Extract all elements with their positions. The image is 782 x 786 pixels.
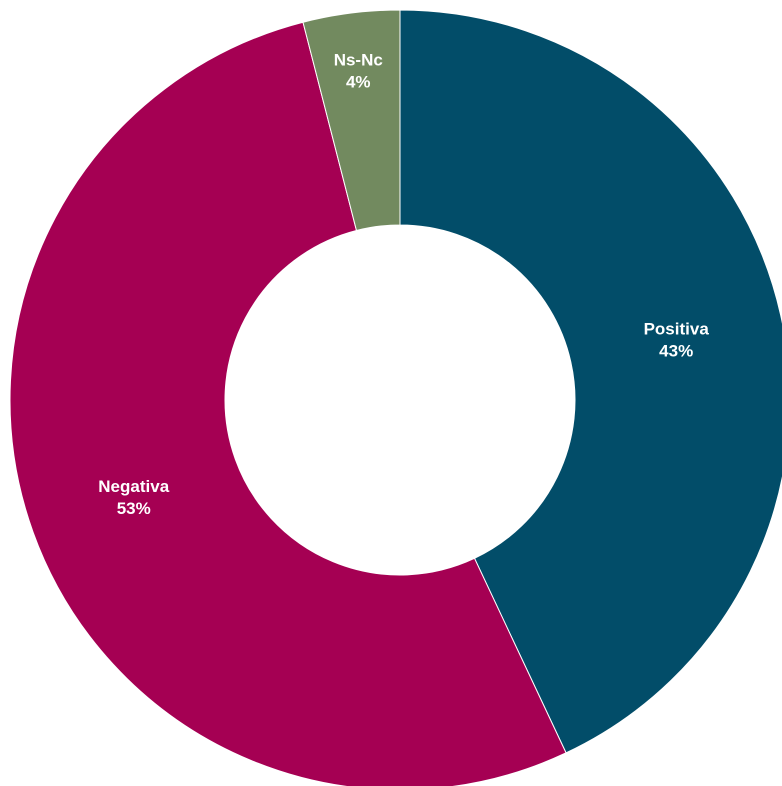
slice-label-ns-nc: Ns-Nc 4% [334,51,383,92]
slice-labels: Positiva 43% Negativa 53% Ns-Nc 4% [98,51,709,518]
slice-value-label: 43% [659,341,693,360]
donut-slices [9,9,782,786]
slice-value-label: 53% [117,499,151,518]
slice-category-label: Negativa [98,477,169,496]
slice-category-label: Ns-Nc [334,51,383,70]
slice-positiva [399,9,782,754]
slice-negativa [9,21,567,786]
slice-category-label: Positiva [644,319,710,338]
slice-label-positiva: Positiva 43% [644,319,710,360]
slice-value-label: 4% [346,73,371,92]
slice-ns-nc [302,9,401,232]
slice-label-negativa: Negativa 53% [98,477,169,518]
